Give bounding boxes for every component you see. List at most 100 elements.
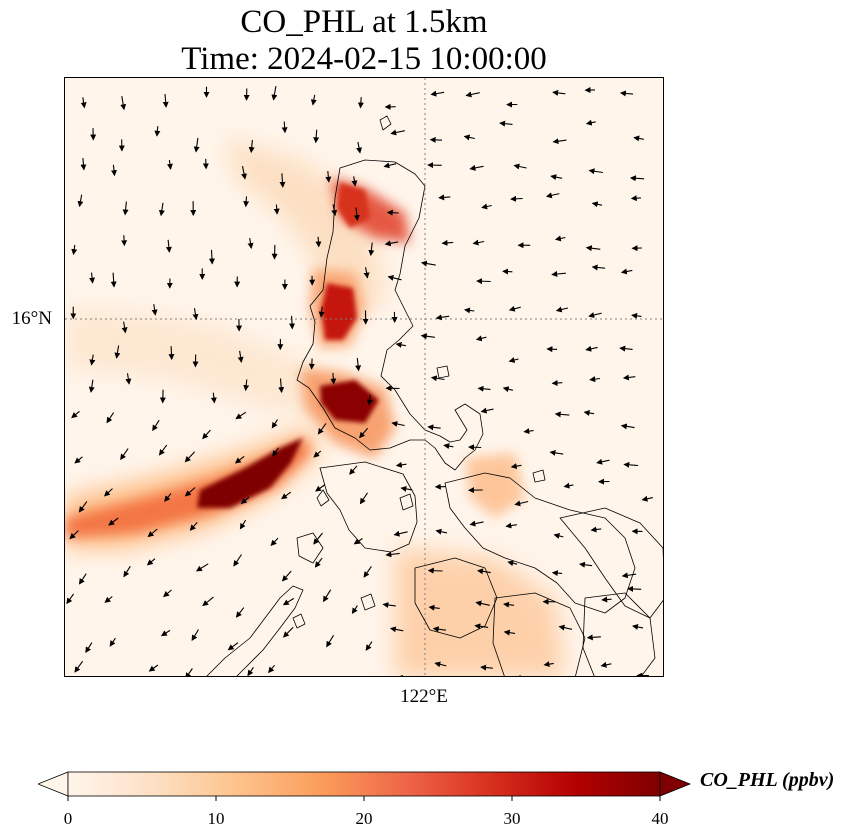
wind-arrow (633, 135, 644, 142)
colorbar-tick-label: 20 (355, 809, 373, 828)
wind-arrow (80, 97, 87, 109)
wind-arrow (481, 203, 492, 210)
plume-faint-band-west (65, 308, 345, 423)
wind-arrow (589, 376, 600, 383)
wind-arrow (80, 158, 87, 171)
wind-arrow (235, 411, 247, 420)
colorbar-tick-label: 10 (207, 809, 225, 828)
plume-east-patch (465, 453, 525, 518)
wind-arrow (508, 305, 521, 312)
wind-arrow (121, 321, 128, 334)
wind-arrow (243, 379, 250, 392)
wind-arrow (558, 624, 573, 631)
wind-arrow (579, 561, 593, 568)
wind-arrow (480, 664, 493, 671)
wind-arrow (122, 201, 129, 216)
wind-arrow (165, 239, 172, 253)
wind-arrow (85, 642, 93, 654)
wind-arrow (114, 345, 121, 359)
wind-arrow (502, 268, 513, 275)
wind-arrow (268, 664, 276, 674)
wind-arrow (430, 90, 445, 97)
wind-arrow (591, 201, 603, 208)
wind-arrow (234, 455, 245, 464)
wind-arrow (357, 97, 364, 109)
wind-arrow (583, 410, 595, 416)
wind-arrow (474, 623, 489, 630)
wind-arrow (499, 120, 513, 127)
wind-arrow (391, 421, 405, 427)
wind-arrow (551, 271, 566, 278)
coastline-palawan-north (206, 585, 304, 676)
wind-arrow (554, 411, 570, 418)
wind-arrow (543, 661, 554, 668)
wind-arrow (627, 585, 642, 592)
wind-arrow (363, 267, 370, 279)
wind-arrow (158, 202, 165, 217)
wind-arrow (279, 173, 286, 188)
colorbar-tick-label: 40 (651, 809, 669, 828)
wind-arrow (563, 482, 574, 489)
wind-arrow (503, 601, 515, 608)
colorbar-tick-label: 30 (503, 809, 521, 828)
wind-arrow (549, 449, 564, 456)
wind-arrow (243, 196, 250, 208)
wind-arrow (623, 461, 639, 468)
wind-arrow (590, 526, 602, 533)
wind-arrow (289, 315, 296, 330)
wind-arrow (241, 165, 247, 180)
wind-arrow (89, 354, 96, 366)
wind-arrow (420, 260, 436, 267)
colorbar-max-extension (659, 771, 692, 797)
wind-arrow (313, 450, 322, 458)
wind-arrow (477, 385, 491, 392)
wind-arrow (185, 668, 193, 676)
wind-arrow (146, 558, 156, 566)
wind-arrow (430, 375, 445, 382)
wind-arrow (103, 488, 113, 497)
wind-arrow (271, 86, 278, 101)
wind-arrow (382, 602, 396, 608)
wind-arrow (502, 386, 514, 393)
wind-arrow (552, 138, 567, 145)
wind-arrow (108, 517, 119, 526)
wind-arrow (443, 443, 454, 450)
wind-arrow (164, 493, 172, 502)
wind-arrow (281, 121, 288, 134)
wind-arrow (513, 163, 527, 170)
wind-arrow (160, 629, 171, 637)
wind-arrow (208, 249, 215, 265)
wind-arrow (74, 660, 84, 673)
wind-arrow (510, 463, 522, 470)
wind-arrow (641, 495, 654, 502)
wind-arrow (435, 528, 448, 535)
wind-arrow (110, 272, 117, 288)
plume-far-north-core (337, 183, 370, 228)
wind-arrow (550, 174, 563, 181)
wind-arrow (193, 137, 200, 153)
wind-arrow (552, 89, 566, 96)
wind-arrow (314, 557, 323, 568)
wind-arrow (247, 238, 254, 249)
wind-arrow (468, 444, 482, 451)
wind-arrow (123, 565, 131, 578)
wind-arrow (202, 429, 211, 440)
colorbar (38, 771, 692, 801)
wind-arrow (384, 240, 399, 247)
wind-arrow (313, 532, 323, 545)
wind-arrow (237, 350, 244, 363)
wind-arrow (78, 573, 87, 585)
wind-arrow (621, 572, 637, 579)
wind-arrow (383, 162, 397, 169)
wind-arrow (233, 554, 242, 567)
wind-arrow (278, 378, 285, 394)
plume-main-band (65, 438, 310, 538)
wind-arrow (588, 312, 602, 318)
coastline-leyte-bohol (582, 592, 656, 676)
wind-arrow (104, 596, 113, 603)
wind-arrow (163, 589, 172, 598)
wind-arrow (195, 563, 209, 572)
wind-arrow (395, 341, 406, 348)
map-canvas (65, 78, 663, 676)
wind-arrow (368, 242, 375, 257)
